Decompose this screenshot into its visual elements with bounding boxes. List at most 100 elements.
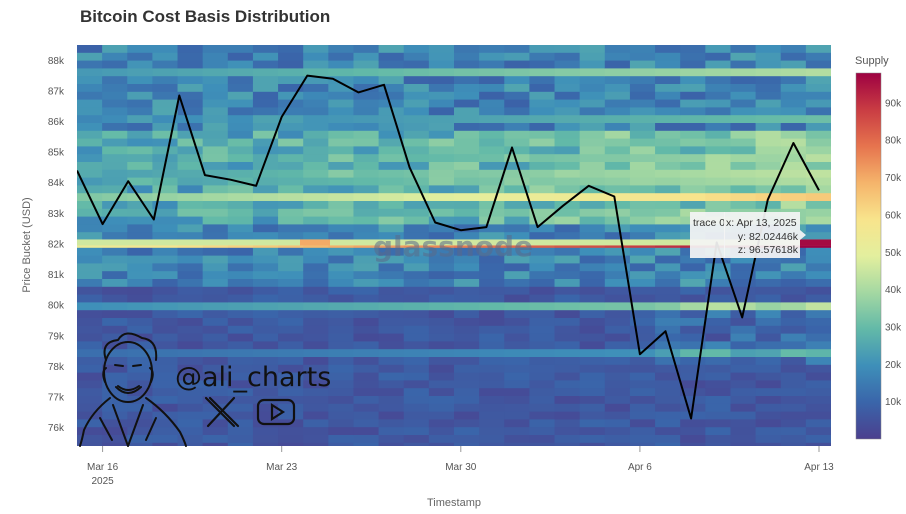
heatmap-cell [730,162,757,171]
heatmap-cell [805,435,831,444]
heatmap-cell [378,162,405,171]
heatmap-cell [479,162,505,171]
heatmap-cell [780,294,807,303]
heatmap-cell [378,419,405,428]
heatmap-cell [127,419,153,428]
heatmap-cell [504,115,530,124]
heatmap-cell [780,91,807,100]
heatmap-cell [504,232,530,241]
heatmap-cell [730,52,757,61]
heatmap-cell [554,442,581,446]
heatmap-cell [252,302,279,311]
heatmap-cell [177,115,204,124]
colorbar-tick-label: 90k [885,98,902,109]
heatmap-cell [328,76,355,85]
heatmap-cell [428,310,455,319]
heatmap-cell [102,325,128,334]
heatmap-cell [655,263,681,272]
heatmap-cell [554,247,581,256]
heatmap-cell [730,123,757,132]
heatmap-cell [705,107,732,116]
heatmap-cell [780,427,807,436]
heatmap-cell [378,193,405,202]
heatmap-cell [227,84,254,93]
heatmap-cell [403,294,430,303]
heatmap-cell [202,333,229,342]
heatmap-cell [655,177,681,186]
heatmap-cell [454,52,480,61]
heatmap-cell [428,123,455,132]
heatmap-cell [252,388,279,397]
heatmap-cell [77,146,103,155]
y-tick-label: 80k [48,301,65,312]
heatmap-cell [504,364,530,373]
heatmap-cell [353,123,380,132]
heatmap-cell [554,411,581,420]
heatmap-cell [152,91,179,100]
heatmap-cell [805,294,831,303]
heatmap-cell [454,286,480,295]
heatmap-cell [127,169,153,178]
heatmap-cell [730,185,757,194]
heatmap-cell [529,372,556,381]
heatmap-cell [152,372,179,381]
heatmap-cell [655,193,681,202]
heatmap-cell [252,76,279,85]
heatmap-cell [529,99,556,108]
heatmap-cell [629,263,656,272]
heatmap-cell [328,232,355,241]
heatmap-cell [152,60,179,69]
heatmap-cell [253,451,279,459]
heatmap-cell [529,318,556,327]
heatmap-cell [127,442,153,446]
heatmap-cell [554,310,581,319]
heatmap-cell [529,45,556,54]
heatmap-cell [730,60,757,69]
heatmap-cell [378,411,405,420]
heatmap-cell [579,427,606,436]
heatmap-cell [328,271,355,280]
heatmap-cell [554,286,581,295]
heatmap-cell [152,107,179,116]
heatmap-cell [504,333,530,342]
heatmap-cell [202,60,229,69]
heatmap-cell [177,349,204,358]
heatmap-cell [177,224,204,233]
heatmap-cell [278,302,304,311]
heatmap-cell [805,341,831,350]
heatmap-cell [102,388,128,397]
heatmap-cell [278,52,304,61]
heatmap-cell [554,333,581,342]
heatmap-cell [655,162,681,171]
heatmap-cell [554,341,581,350]
heatmap-cell [252,216,279,225]
heatmap-cell [353,349,380,358]
heatmap-cell [554,52,581,61]
heatmap-cell [152,208,179,217]
heatmap-cell [629,318,656,327]
heatmap-cell [353,99,380,108]
heatmap-cell [454,263,480,272]
heatmap-cell [755,107,782,116]
heatmap-cell [680,76,706,85]
heatmap-cell [479,60,505,69]
heatmap-cell [403,372,430,381]
heatmap [77,45,831,459]
heatmap-cell [378,271,405,280]
heatmap-cell [479,286,505,295]
heatmap-cell [755,349,782,358]
heatmap-cell [102,208,128,217]
heatmap-cell [554,123,581,132]
heatmap-cell [554,146,581,155]
heatmap-cell [680,435,706,444]
heatmap-cell [77,185,103,194]
heatmap-cell [579,419,606,428]
heatmap-cell [152,325,179,334]
heatmap-cell [102,68,128,77]
heatmap-cell [177,201,204,210]
heatmap-cell [554,76,581,85]
heatmap-cell [127,349,153,358]
heatmap-cell [227,271,254,280]
heatmap-cell [77,162,103,171]
heatmap-cell [479,263,505,272]
